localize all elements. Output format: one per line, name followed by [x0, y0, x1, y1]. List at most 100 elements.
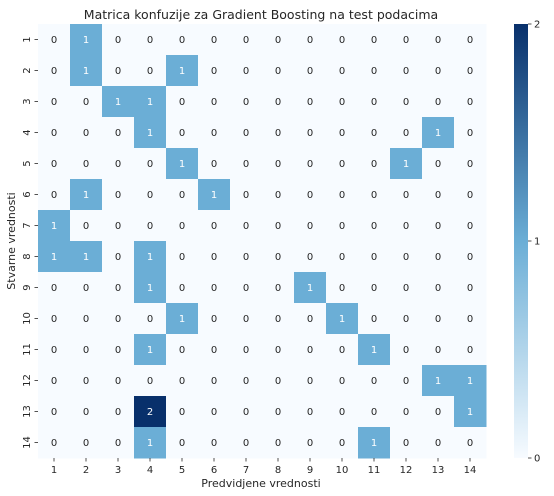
cell-value: 0: [83, 221, 89, 232]
heatmap-cell: [102, 365, 135, 397]
heatmap-cell: [422, 241, 455, 273]
cell-value: 0: [211, 35, 217, 46]
heatmap-cell: [454, 148, 487, 180]
heatmap-cell: [134, 148, 167, 180]
heatmap-cell: [198, 427, 231, 459]
heatmap-cell: [166, 427, 199, 459]
cell-value: 0: [371, 252, 377, 263]
cell-value: 0: [467, 345, 473, 356]
heatmap-cell: [166, 55, 199, 87]
cell-value: 0: [435, 314, 441, 325]
heatmap-cell: [230, 117, 263, 149]
heatmap-cell: [390, 241, 423, 273]
heatmap-cell: [70, 241, 103, 273]
heatmap-cell: [134, 365, 167, 397]
heatmap-cell: [166, 241, 199, 273]
cell-value: 0: [339, 345, 345, 356]
heatmap-cell: [294, 241, 327, 273]
heatmap-cell: [134, 24, 167, 56]
cell-value: 0: [371, 407, 377, 418]
cell-value: 0: [435, 66, 441, 77]
cell-value: 0: [371, 221, 377, 232]
heatmap-cell: [198, 117, 231, 149]
heatmap-cell: [422, 272, 455, 304]
cell-value: 0: [147, 66, 153, 77]
heatmap-cell: [198, 179, 231, 211]
heatmap-cell: [454, 272, 487, 304]
heatmap-cell: [134, 86, 167, 118]
heatmap-cell: [102, 427, 135, 459]
cell-value: 0: [211, 283, 217, 294]
heatmap-cell: [358, 210, 391, 242]
cell-value: 0: [179, 407, 185, 418]
heatmap-cell: [230, 241, 263, 273]
cell-value: 0: [115, 376, 121, 387]
heatmap-cell: [262, 24, 295, 56]
heatmap-cell: [102, 148, 135, 180]
cell-value: 0: [403, 376, 409, 387]
cell-value: 0: [211, 221, 217, 232]
heatmap-cell: [294, 148, 327, 180]
cell-value: 0: [435, 221, 441, 232]
cell-value: 0: [275, 66, 281, 77]
cell-value: 0: [243, 376, 249, 387]
cell-value: 0: [115, 128, 121, 139]
heatmap-cell: [134, 210, 167, 242]
heatmap-cell: [166, 272, 199, 304]
heatmap-cell: [102, 303, 135, 335]
heatmap-cell: [390, 117, 423, 149]
cell-value: 0: [339, 128, 345, 139]
cell-value: 0: [83, 376, 89, 387]
cell-value: 0: [243, 128, 249, 139]
cell-value: 0: [83, 345, 89, 356]
cell-value: 0: [403, 407, 409, 418]
cell-value: 0: [243, 438, 249, 449]
cell-value: 0: [403, 345, 409, 356]
cell-value: 1: [83, 35, 89, 46]
heatmap-cell: [390, 334, 423, 366]
heatmap-cell: [422, 365, 455, 397]
y-tick-label: 10: [22, 312, 33, 325]
heatmap-cell: [358, 334, 391, 366]
heatmap-cell: [262, 396, 295, 428]
heatmap-cell: [294, 396, 327, 428]
heatmap-cell: [326, 55, 359, 87]
cell-value: 0: [275, 190, 281, 201]
cell-value: 0: [435, 283, 441, 294]
cell-value: 0: [275, 407, 281, 418]
heatmap-cell: [294, 24, 327, 56]
heatmap-cell: [294, 272, 327, 304]
heatmap-cell: [358, 303, 391, 335]
cell-value: 0: [307, 314, 313, 325]
heatmap-cell: [230, 427, 263, 459]
cell-value: 0: [275, 221, 281, 232]
cell-value: 0: [307, 159, 313, 170]
cell-value: 0: [307, 97, 313, 108]
heatmap-cell: [70, 24, 103, 56]
cell-value: 0: [467, 190, 473, 201]
cell-value: 0: [147, 190, 153, 201]
heatmap-cell: [454, 86, 487, 118]
cell-value: 0: [51, 283, 57, 294]
heatmap-cell: [326, 148, 359, 180]
heatmap-cell: [390, 86, 423, 118]
cell-value: 0: [243, 407, 249, 418]
heatmap-cell: [38, 179, 71, 211]
heatmap-cell: [390, 148, 423, 180]
heatmap-cell: [454, 210, 487, 242]
cell-value: 1: [435, 128, 441, 139]
y-tick-label: 13: [22, 405, 33, 418]
cell-value: 0: [83, 97, 89, 108]
cell-annotations: 0 1 0 0 0 0 0 0 0 0 0 0 0 0 0 1 0 0 1 0 0 0 0 0 0 0 0 0 0 0 1 1 0 0 0 0 0 0 0 0…: [51, 35, 473, 449]
heatmap-cell: [262, 86, 295, 118]
cell-value: 0: [51, 97, 57, 108]
heatmap-cell: [326, 179, 359, 211]
cell-value: 0: [243, 283, 249, 294]
cell-value: 0: [51, 35, 57, 46]
cell-value: 0: [435, 252, 441, 263]
cell-value: 0: [115, 159, 121, 170]
cell-value: 1: [371, 438, 377, 449]
cell-value: 0: [83, 438, 89, 449]
heatmap-cell: [262, 334, 295, 366]
cell-value: 0: [403, 438, 409, 449]
